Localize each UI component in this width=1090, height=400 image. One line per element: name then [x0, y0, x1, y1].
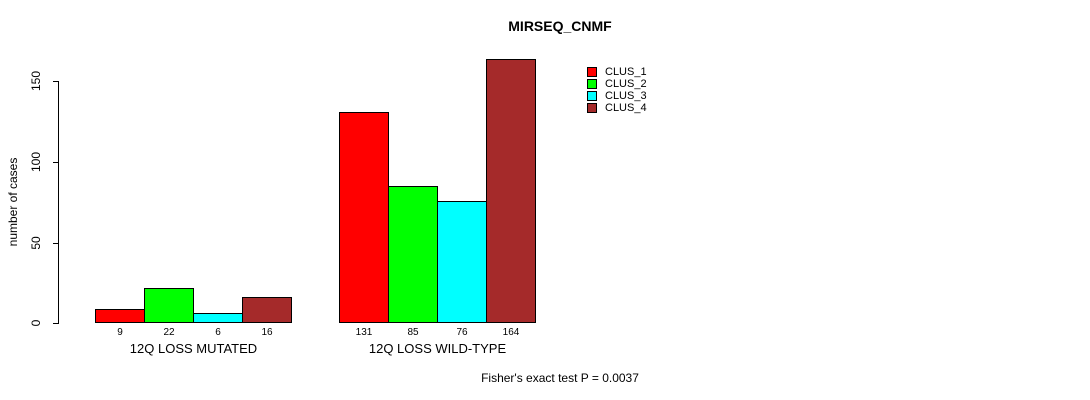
y-axis-tick [53, 162, 59, 163]
bar-clus_4-1 [242, 297, 292, 323]
y-axis-tick [53, 243, 59, 244]
y-axis-line [58, 81, 59, 324]
bar-clus_4-2 [486, 59, 536, 323]
bar-clus_3-1 [193, 313, 243, 323]
chart-title: MIRSEQ_CNMF [508, 18, 612, 34]
legend-label-clus_1: CLUS_1 [605, 66, 647, 78]
bar-value-label: 22 [163, 327, 175, 338]
y-axis-title: number of cases [6, 157, 20, 247]
legend-swatch-clus_3 [587, 91, 597, 101]
footer-annotation: Fisher's exact test P = 0.0037 [481, 371, 639, 385]
bar-clus_2-2 [388, 186, 438, 323]
y-axis-tick-label: 150 [29, 70, 43, 92]
y-axis-tick-label: 100 [29, 151, 43, 173]
legend-swatch-clus_2 [587, 79, 597, 89]
bar-clus_3-2 [437, 201, 487, 323]
x-axis-group-label: 12Q LOSS WILD-TYPE [368, 341, 507, 356]
bar-value-label: 6 [215, 327, 221, 338]
legend-swatch-clus_4 [587, 103, 597, 113]
bar-value-label: 9 [117, 327, 123, 338]
bar-clus_1-2 [339, 112, 389, 323]
legend-label-clus_4: CLUS_4 [605, 102, 647, 114]
bar-value-label: 131 [355, 327, 373, 338]
legend-swatch-clus_1 [587, 67, 597, 77]
bar-clus_2-1 [144, 288, 194, 323]
bar-value-label: 76 [456, 327, 468, 338]
y-axis-tick-label: 50 [29, 236, 43, 250]
bar-value-label: 164 [502, 327, 520, 338]
y-axis-tick [53, 81, 59, 82]
legend-label-clus_3: CLUS_3 [605, 90, 647, 102]
y-axis-tick-label: 0 [29, 319, 43, 327]
bar-value-label: 85 [407, 327, 419, 338]
bar-clus_1-1 [95, 309, 145, 323]
legend-label-clus_2: CLUS_2 [605, 78, 647, 90]
bar-value-label: 16 [261, 327, 273, 338]
x-axis-group-label: 12Q LOSS MUTATED [129, 341, 258, 356]
y-axis-tick [53, 323, 59, 324]
